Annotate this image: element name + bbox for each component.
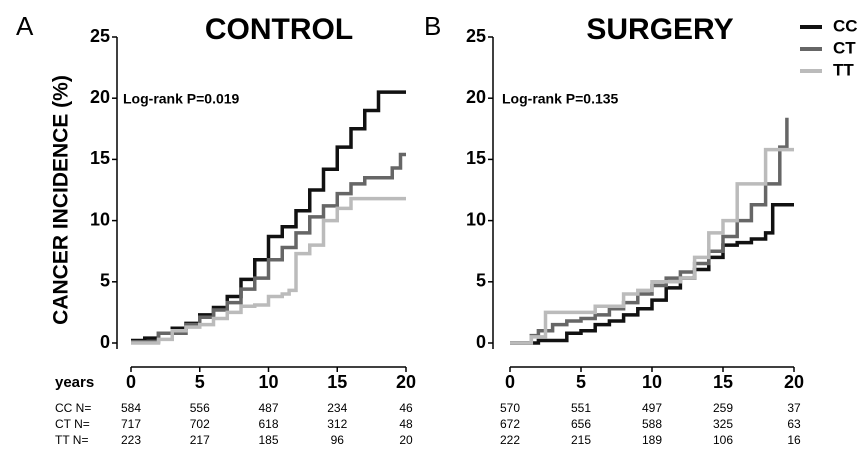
chart-title: CONTROL: [205, 13, 353, 46]
km-line: [131, 196, 406, 345]
y-tick-label: 5: [100, 271, 110, 291]
risk-count: 588: [642, 417, 662, 431]
risk-count: 222: [500, 433, 520, 447]
legend-label: CC: [833, 16, 858, 35]
risk-count: 487: [258, 401, 278, 415]
risk-count: 215: [571, 433, 591, 447]
risk-count: 217: [190, 433, 210, 447]
km-line: [131, 152, 406, 344]
risk-count: 672: [500, 417, 520, 431]
risk-count: 551: [571, 401, 591, 415]
risk-count: 96: [331, 433, 345, 447]
y-axis-label: CANCER INCIDENCE (%): [50, 75, 73, 325]
y-tick-label: 15: [90, 148, 110, 168]
y-tick-label: 5: [476, 271, 486, 291]
risk-count: 497: [642, 401, 662, 415]
y-tick-label: 10: [90, 209, 110, 229]
risk-count: 259: [713, 401, 733, 415]
risk-count: 234: [327, 401, 347, 415]
y-tick-label: 20: [466, 87, 486, 107]
risk-table-header: years: [55, 374, 94, 391]
y-tick-label: 25: [466, 26, 486, 46]
x-tick-label: 10: [258, 372, 278, 392]
x-tick-label: 5: [195, 372, 205, 392]
km-line: [510, 147, 794, 345]
risk-row-label: TT N=: [55, 433, 88, 447]
risk-count: 618: [258, 417, 278, 431]
risk-row-label: CT N=: [55, 417, 90, 431]
risk-count: 702: [190, 417, 210, 431]
y-tick-label: 10: [466, 209, 486, 229]
risk-count: 223: [121, 433, 141, 447]
risk-count: 48: [399, 417, 413, 431]
panel-letter: B: [424, 11, 441, 41]
x-tick-label: 0: [126, 372, 136, 392]
risk-count: 37: [787, 401, 801, 415]
x-tick-label: 15: [713, 372, 733, 392]
risk-count: 106: [713, 433, 733, 447]
risk-count: 656: [571, 417, 591, 431]
risk-count: 20: [399, 433, 413, 447]
x-tick-label: 5: [576, 372, 586, 392]
x-tick-label: 0: [505, 372, 515, 392]
panel-letter: A: [16, 11, 34, 41]
risk-count: 63: [787, 417, 801, 431]
risk-count: 717: [121, 417, 141, 431]
risk-count: 584: [121, 401, 141, 415]
x-tick-label: 15: [327, 372, 347, 392]
chart-title: SURGERY: [586, 13, 733, 46]
risk-count: 570: [500, 401, 520, 415]
y-tick-label: 15: [466, 148, 486, 168]
y-tick-label: 25: [90, 26, 110, 46]
risk-count: 189: [642, 433, 662, 447]
risk-count: 556: [190, 401, 210, 415]
legend-label: CT: [833, 38, 856, 57]
risk-count: 185: [258, 433, 278, 447]
x-tick-label: 20: [396, 372, 416, 392]
km-line: [131, 90, 406, 343]
km-line: [510, 202, 794, 345]
risk-count: 325: [713, 417, 733, 431]
x-tick-label: 10: [642, 372, 662, 392]
annotation: Log-rank P=0.135: [502, 91, 619, 107]
risk-row-label: CC N=: [55, 401, 91, 415]
y-tick-label: 0: [100, 332, 110, 352]
risk-count: 46: [399, 401, 413, 415]
annotation: Log-rank P=0.019: [123, 91, 240, 107]
y-tick-label: 20: [90, 87, 110, 107]
x-tick-label: 20: [784, 372, 804, 392]
risk-count: 312: [327, 417, 347, 431]
y-tick-label: 0: [476, 332, 486, 352]
legend-label: TT: [833, 60, 854, 79]
risk-count: 16: [787, 433, 801, 447]
